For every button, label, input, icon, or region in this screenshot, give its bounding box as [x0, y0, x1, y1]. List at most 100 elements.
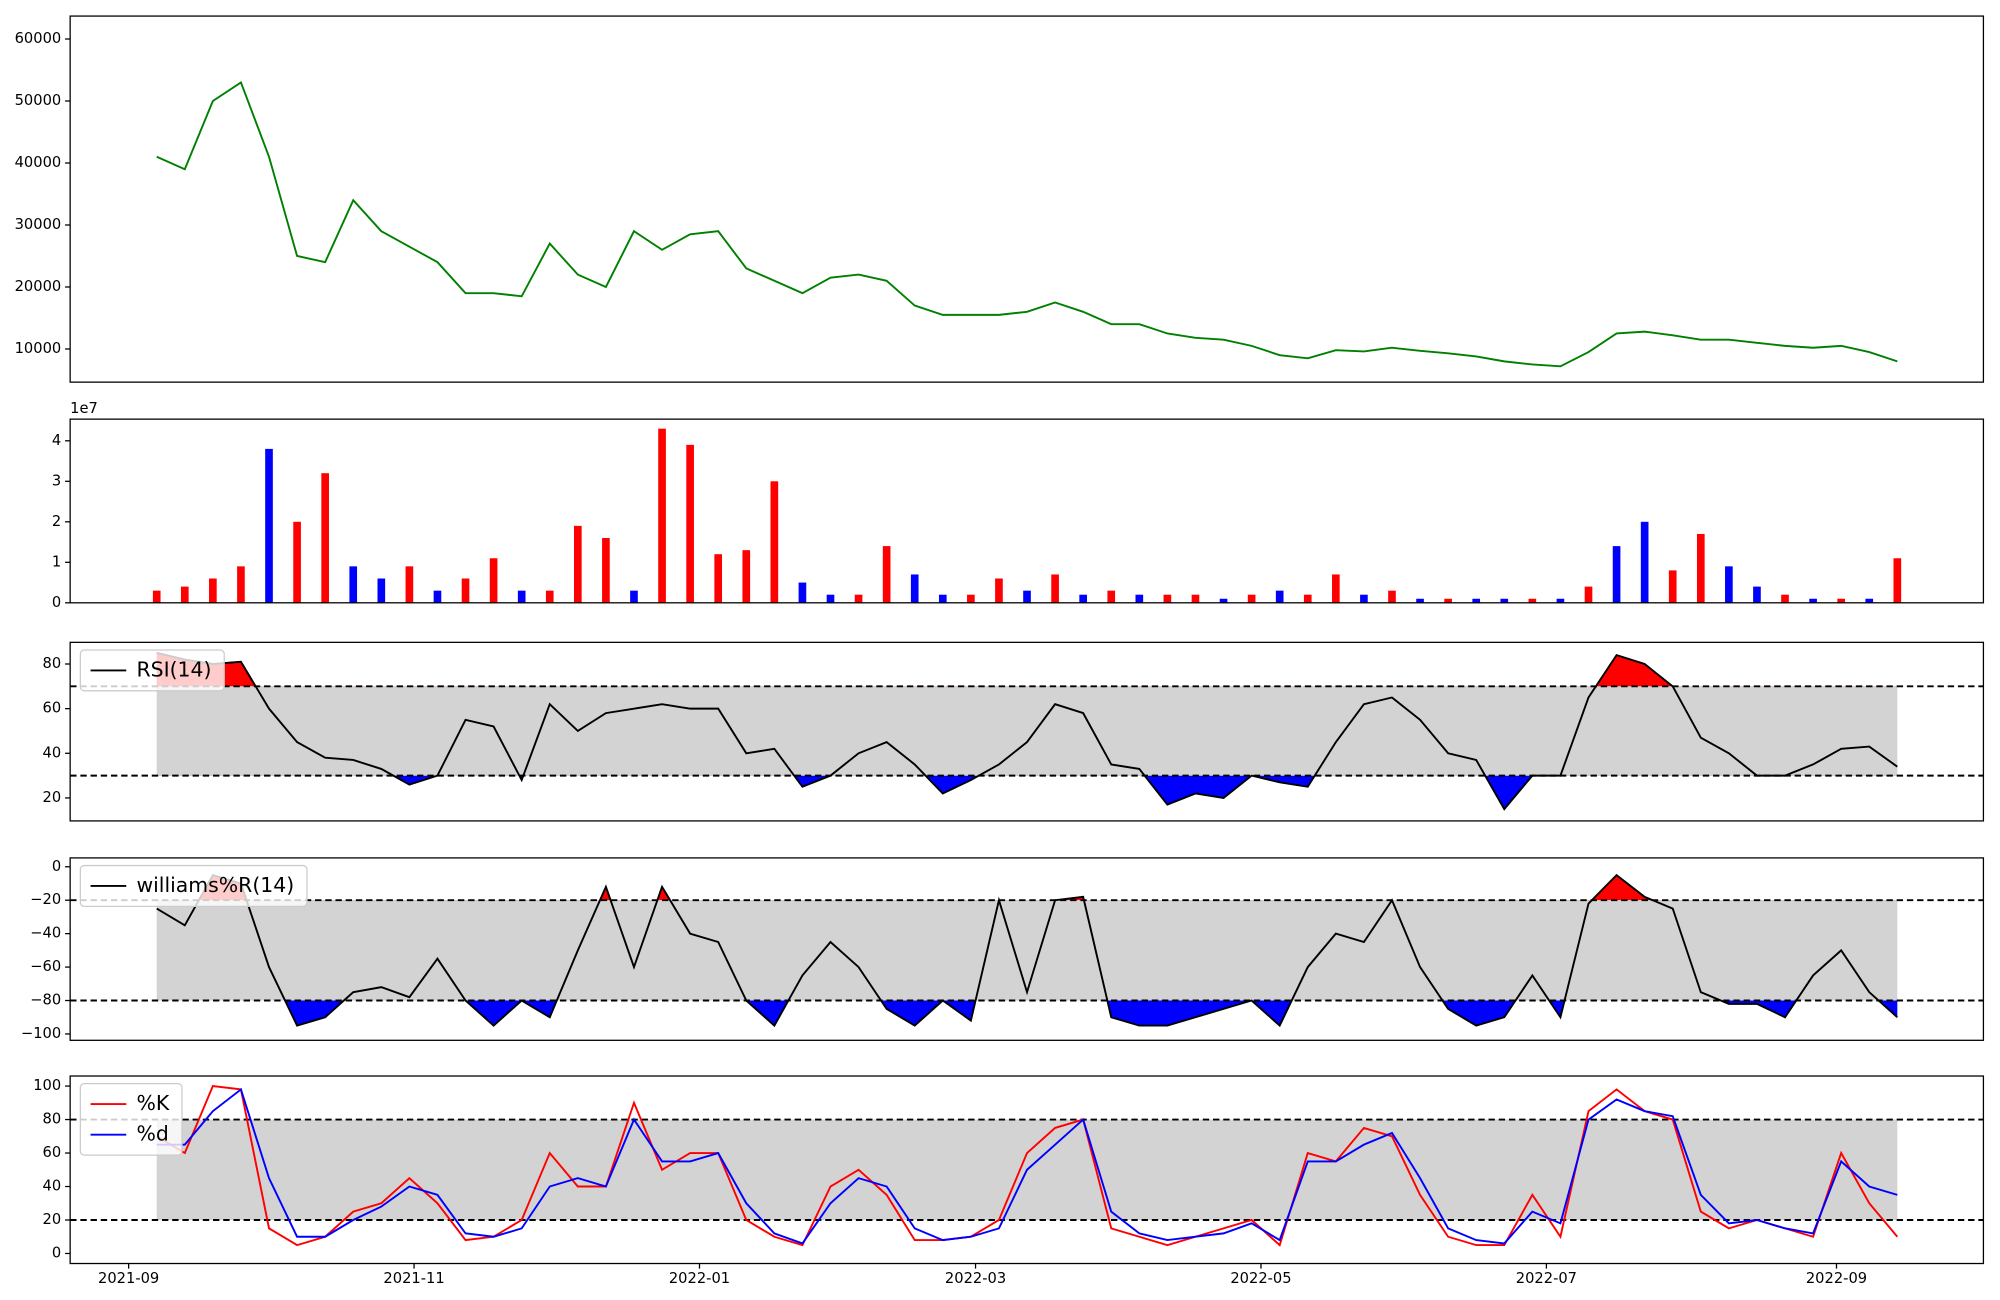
volume-bar	[1135, 594, 1144, 603]
volume-bar	[882, 546, 891, 603]
x-tick-label: 2021-09	[98, 1270, 159, 1287]
series-line	[156, 1085, 1899, 1247]
volume-bar	[1191, 594, 1200, 603]
x-tick-label: 2022-01	[669, 1270, 730, 1287]
y-tick-label: 10000	[15, 340, 62, 357]
legend: williams%R(14)	[79, 864, 308, 908]
volume-bar	[1837, 598, 1846, 603]
volume-bar	[1753, 586, 1761, 603]
volume-bar	[377, 578, 386, 603]
legend-label: %K	[136, 1091, 169, 1115]
y-tick-label: 2	[52, 513, 61, 530]
legend: RSI(14)	[79, 649, 225, 692]
volume-bar	[433, 590, 442, 603]
volume-bar	[714, 554, 723, 603]
y-tick-label: −20	[30, 891, 61, 908]
y-tick-label: 20	[43, 789, 62, 806]
y-tick-label: 40000	[15, 154, 62, 171]
volume-bar	[995, 578, 1003, 603]
y-tick-label: 100	[33, 1077, 61, 1094]
y-tick-label: 0	[52, 858, 61, 875]
volume-bar	[1416, 598, 1424, 603]
axes-frame	[69, 418, 1985, 604]
volume-bar	[1809, 598, 1817, 603]
volume-bar	[770, 481, 779, 603]
y-tick-label: 0	[52, 594, 61, 611]
volume-bar	[1584, 586, 1593, 603]
y-tick-label: 80	[43, 655, 62, 672]
axes-frame	[69, 15, 1985, 383]
volume-bar	[1725, 566, 1733, 603]
series-line	[156, 651, 1898, 811]
volume-bar	[658, 428, 666, 603]
x-tick-label: 2021-11	[383, 1270, 444, 1287]
y-tick-label: −60	[30, 958, 61, 975]
volume-bar	[938, 594, 947, 603]
volume-bar	[1865, 598, 1874, 603]
series-line	[156, 873, 1898, 1028]
volume-bar	[180, 586, 189, 603]
x-tick-label: 2022-05	[1230, 1270, 1291, 1287]
offset-label: 1e7	[70, 400, 98, 417]
x-tick-label: 2022-09	[1806, 1270, 1867, 1287]
volume-bar	[1444, 598, 1452, 603]
y-tick-label: 30000	[15, 216, 62, 233]
y-tick-label: 40	[43, 744, 62, 761]
y-tick-label: −40	[30, 925, 61, 942]
y-tick-label: 3	[52, 472, 61, 489]
y-tick-label: −100	[21, 1025, 61, 1042]
volume-bar	[461, 578, 470, 603]
volume-bar	[349, 566, 358, 603]
volume-bar	[967, 594, 975, 603]
volume-bar	[265, 448, 273, 603]
y-tick-label: 20	[43, 1211, 62, 1228]
volume-bar	[1668, 570, 1677, 603]
volume-bar	[1332, 574, 1340, 603]
volume-bar	[1388, 590, 1396, 603]
legend-box	[79, 649, 225, 692]
panel: 0 20 40 60 80 100 2021-09 2021-11 2022-01 2022-03…	[33, 1075, 1985, 1287]
volume-bar	[1219, 598, 1228, 603]
axes-frame	[69, 641, 1985, 822]
series-line	[156, 1087, 1898, 1245]
volume-bar	[1612, 546, 1621, 603]
volume-bar	[1556, 598, 1565, 603]
volume-bar	[152, 590, 161, 603]
panel: 20 40 60 80 RSI(14)	[43, 641, 1985, 822]
volume-bar	[1893, 558, 1902, 603]
panel: 0 1 2 3 4 1e7	[52, 400, 1985, 611]
legend-box	[79, 864, 308, 908]
volume-bar	[1163, 594, 1172, 603]
legend: %K %d	[79, 1083, 183, 1156]
y-tick-label: 60	[43, 700, 62, 717]
volume-bar	[686, 444, 694, 603]
volume-bar	[1107, 590, 1116, 603]
y-tick-label: 60000	[15, 30, 62, 47]
neutral-band	[156, 900, 1898, 1001]
series-line	[156, 80, 1898, 368]
volume-bar	[826, 594, 835, 603]
volume-bar	[630, 590, 638, 603]
volume-bar	[574, 525, 582, 603]
volume-bar	[1472, 598, 1481, 603]
volume-bar	[910, 574, 919, 603]
volume-bar	[321, 473, 329, 603]
x-tick-label: 2022-03	[945, 1270, 1006, 1287]
volume-bar	[489, 558, 498, 603]
volume-bar	[1528, 598, 1537, 603]
volume-bar	[1303, 594, 1312, 603]
volume-bar	[405, 566, 414, 603]
volume-bar	[602, 538, 610, 603]
volume-bar	[545, 590, 554, 603]
oversold-fill	[156, 1000, 1898, 1026]
volume-bar	[1079, 594, 1087, 603]
y-tick-label: 0	[52, 1244, 61, 1261]
y-tick-label: 20000	[15, 278, 62, 295]
axes-frame	[69, 1075, 1985, 1265]
volume-bar	[1640, 521, 1649, 603]
y-tick-label: 80	[43, 1111, 62, 1128]
x-tick-label: 2022-07	[1516, 1270, 1577, 1287]
volume-bar	[209, 578, 217, 603]
volume-bar	[1360, 594, 1368, 603]
